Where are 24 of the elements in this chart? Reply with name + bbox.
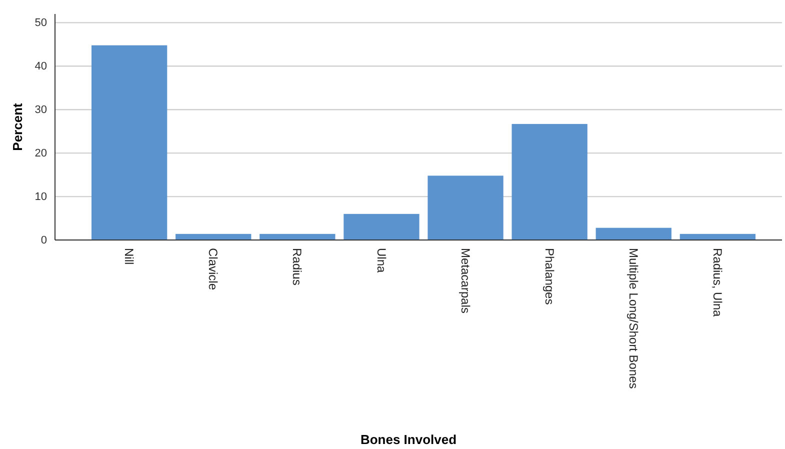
y-axis-title: Percent	[10, 102, 25, 151]
y-tick-label: 10	[34, 191, 47, 204]
bar	[428, 176, 504, 240]
bar	[512, 124, 588, 240]
x-tick-label: Multiple Long/Short Bones	[626, 248, 640, 389]
bar	[344, 214, 420, 240]
x-tick-label: Phalanges	[542, 248, 556, 305]
y-tick-label: 50	[34, 17, 47, 30]
x-tick-label: Radius, Ulna	[710, 248, 724, 318]
bar	[596, 228, 672, 240]
x-tick-label: Clavicle	[206, 248, 220, 290]
bar	[680, 234, 756, 240]
y-tick-label: 40	[34, 60, 47, 73]
x-tick-label: Radius	[290, 248, 304, 286]
y-tick-label: 30	[34, 104, 47, 116]
y-tick-label: 20	[34, 148, 47, 160]
bar	[176, 234, 252, 240]
x-tick-label: Nill	[122, 248, 136, 265]
bar	[260, 234, 336, 240]
x-tick-label: Ulna	[374, 248, 388, 274]
y-tick-label: 0	[40, 234, 47, 247]
x-axis-title: Bones Involved	[360, 432, 457, 447]
bar	[92, 45, 168, 240]
x-tick-label: Metacarpals	[458, 248, 472, 314]
